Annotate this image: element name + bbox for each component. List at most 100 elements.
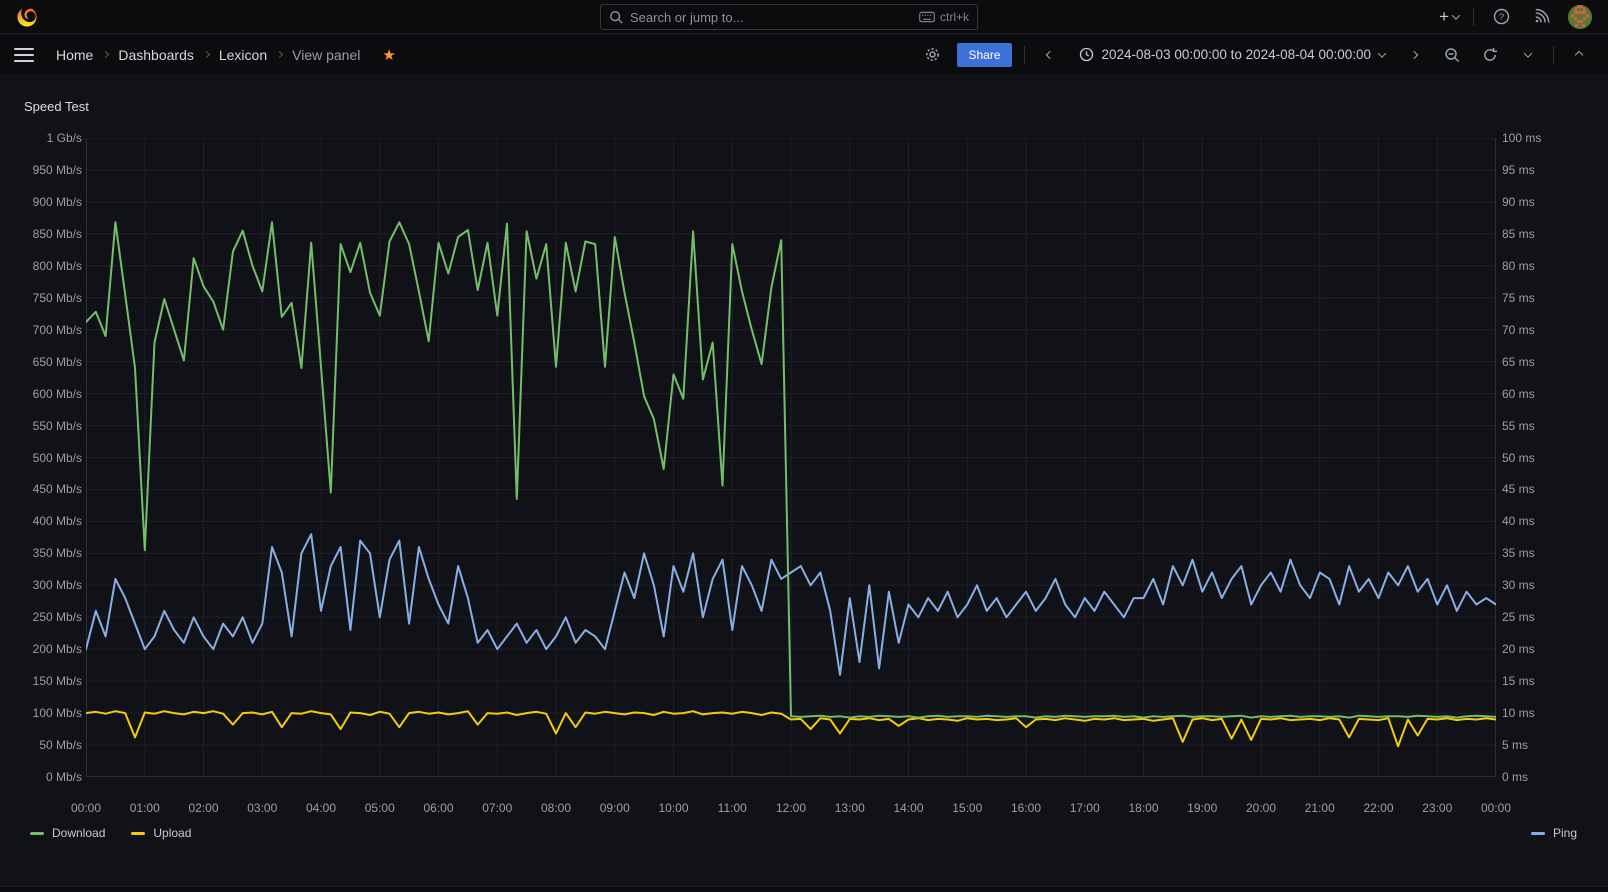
page-bottom-edge [0, 886, 1608, 892]
x-axis-tick: 17:00 [1069, 801, 1100, 815]
y-axis-right-tick: 90 ms [1502, 194, 1535, 209]
y-axis-right-tick: 30 ms [1502, 578, 1535, 593]
download-series-swatch [30, 831, 44, 835]
y-axis-right-tick: 45 ms [1502, 482, 1535, 497]
user-avatar[interactable] [1568, 4, 1592, 29]
y-axis-right-tick: 40 ms [1502, 514, 1535, 529]
refresh-icon[interactable] [1477, 42, 1503, 68]
legend-left-group: Download Upload [30, 826, 191, 840]
y-axis-left-tick: 0 Mb/s [45, 770, 82, 784]
x-axis-tick: 19:00 [1187, 801, 1218, 815]
y-axis-left-tick: 1 Gb/s [46, 131, 82, 145]
search-input[interactable] [630, 9, 912, 25]
time-range-back-icon[interactable] [1037, 42, 1063, 68]
divider [1473, 7, 1474, 26]
breadcrumb-lexicon[interactable]: Lexicon [218, 46, 268, 63]
y-axis-left-tick: 800 Mb/s [32, 258, 82, 273]
y-axis-right-tick: 20 ms [1502, 642, 1535, 657]
y-axis-left-tick: 900 Mb/s [32, 194, 82, 209]
x-axis-tick: 10:00 [658, 801, 689, 815]
y-axis-left-tick: 300 Mb/s [32, 578, 82, 593]
y-axis-right-tick: 80 ms [1502, 258, 1535, 273]
y-axis-right-tick: 0 ms [1502, 770, 1529, 784]
y-axis-right-tick: 10 ms [1502, 706, 1535, 721]
y-axis-left-tick: 550 Mb/s [32, 418, 82, 433]
y-axis-left-tick: 250 Mb/s [32, 610, 82, 625]
timeseries-plot-area[interactable] [86, 138, 1496, 777]
y-axis-left-tick: 450 Mb/s [32, 482, 82, 497]
y-axis-right-tick: 65 ms [1502, 354, 1535, 369]
favorite-star-icon[interactable]: ★ [382, 46, 396, 64]
legend-label: Upload [153, 826, 192, 840]
x-axis-tick: 16:00 [1010, 801, 1042, 815]
y-axis-right-tick: 5 ms [1502, 738, 1529, 753]
x-axis-tick: 04:00 [305, 801, 337, 815]
svg-text:?: ? [1498, 12, 1503, 23]
y-axis-left-tick: 850 Mb/s [32, 226, 82, 241]
x-axis-tick: 12:00 [775, 801, 807, 815]
y-axis-right-tick: 85 ms [1502, 226, 1535, 241]
x-axis-tick: 21:00 [1304, 801, 1335, 815]
y-axis-right-tick: 75 ms [1502, 290, 1535, 305]
search-bar[interactable]: ctrl+k [600, 4, 978, 30]
x-axis-tick: 15:00 [952, 801, 983, 815]
y-axis-right-tick: 55 ms [1502, 418, 1535, 433]
breadcrumb-view-panel: View panel [292, 46, 361, 63]
add-new-button[interactable]: + [1439, 8, 1461, 25]
y-axis-left-tick: 650 Mb/s [32, 354, 82, 369]
y-axis-left-tick: 600 Mb/s [32, 386, 82, 401]
x-axis-tick: 18:00 [1128, 801, 1159, 815]
x-axis-tick: 22:00 [1363, 801, 1394, 815]
help-icon[interactable]: ? [1488, 4, 1514, 30]
legend-item-ping[interactable]: Ping [1530, 826, 1577, 840]
y-axis-left-tick: 500 Mb/s [32, 450, 82, 465]
breadcrumb-dashboards[interactable]: Dashboards [118, 46, 194, 63]
legend-label: Download [52, 826, 106, 840]
divider [1023, 45, 1025, 64]
settings-gear-icon[interactable] [919, 42, 945, 68]
x-axis-tick: 14:00 [893, 801, 924, 815]
y-axis-left-tick: 350 Mb/s [32, 546, 82, 561]
time-range-text: 2024-08-03 00:00:00 to 2024-08-04 00:00:… [1101, 47, 1371, 62]
keyboard-icon [919, 11, 935, 23]
dashboard-toolbar: Home Dashboards Lexicon View panel ★ Sha… [0, 35, 1608, 75]
divider [1553, 45, 1554, 64]
news-icon[interactable] [1528, 4, 1554, 30]
y-axis-right-tick: 95 ms [1502, 162, 1535, 177]
legend-item-upload[interactable]: Upload [131, 826, 191, 840]
time-range-forward-icon[interactable] [1401, 42, 1427, 68]
chevron-down-icon [1451, 10, 1461, 20]
y-axis-left-tick: 700 Mb/s [32, 322, 82, 337]
panel-title: Speed Test [24, 99, 89, 114]
breadcrumb-separator-icon [102, 50, 110, 59]
share-button[interactable]: Share [957, 42, 1012, 67]
top-bar: ctrl+k + ? [0, 0, 1608, 34]
x-axis-tick: 07:00 [482, 801, 513, 815]
breadcrumb-separator-icon [276, 50, 284, 59]
y-axis-left-tick: 50 Mb/s [39, 738, 82, 753]
grafana-logo-icon[interactable] [16, 6, 38, 28]
y-axis-right-tick: 15 ms [1502, 674, 1535, 689]
x-axis-tick: 00:00 [70, 801, 102, 815]
x-axis-tick: 13:00 [834, 801, 865, 815]
x-axis-tick: 05:00 [364, 801, 395, 815]
y-axis-left-tick: 400 Mb/s [32, 514, 82, 529]
breadcrumb-home[interactable]: Home [56, 46, 94, 63]
search-shortcut: ctrl+k [919, 10, 969, 24]
collapse-panel-icon[interactable] [1566, 42, 1592, 68]
zoom-out-icon[interactable] [1439, 42, 1465, 68]
legend-item-download[interactable]: Download [30, 826, 105, 840]
y-axis-left-tick: 100 Mb/s [32, 706, 82, 721]
time-range-picker[interactable]: 2024-08-03 00:00:00 to 2024-08-04 00:00:… [1075, 47, 1389, 62]
chevron-down-icon [1377, 48, 1387, 58]
y-axis-left-tick: 150 Mb/s [32, 674, 82, 689]
y-axis-right-tick: 100 ms [1502, 131, 1542, 145]
refresh-interval-dropdown[interactable] [1515, 42, 1541, 68]
clock-icon [1079, 47, 1093, 62]
y-axis-left-tick: 950 Mb/s [32, 162, 82, 177]
x-axis-tick: 11:00 [717, 801, 747, 815]
y-axis-right-tick: 50 ms [1502, 450, 1535, 465]
upload-series-swatch [131, 831, 146, 835]
menu-icon[interactable] [14, 47, 34, 62]
